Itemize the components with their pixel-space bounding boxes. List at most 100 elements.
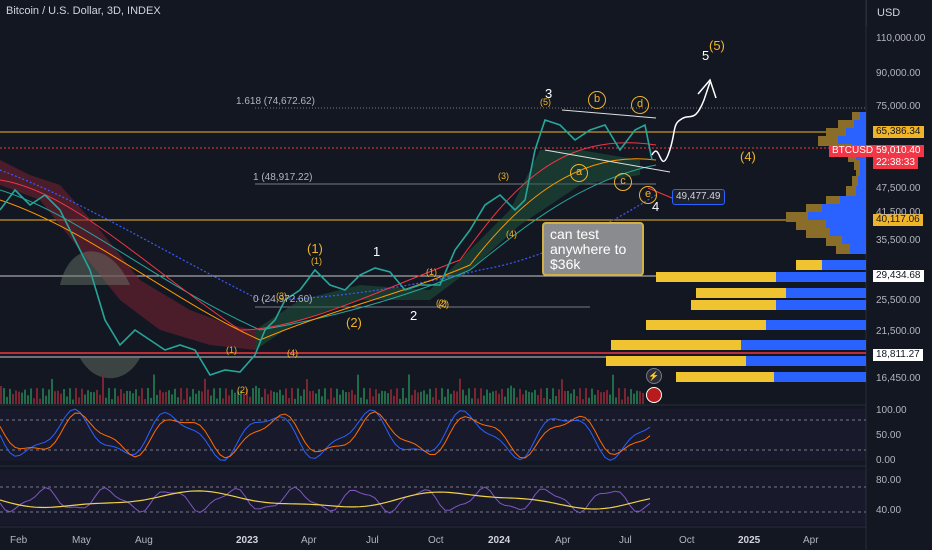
price-line bbox=[0, 118, 653, 376]
wave-label: (2) bbox=[438, 299, 449, 309]
price-tick: 90,000.00 bbox=[876, 68, 921, 79]
time-tick: May bbox=[72, 535, 91, 546]
volume-bar bbox=[369, 388, 371, 404]
wave-circle-d: d bbox=[631, 96, 649, 114]
symbol-title[interactable]: Bitcoin / U.S. Dollar, 3D, INDEX bbox=[6, 5, 161, 17]
wave-label: (1) bbox=[311, 256, 322, 266]
us-flag-icon[interactable] bbox=[646, 387, 662, 403]
volume-bar bbox=[171, 394, 173, 404]
volume-bar bbox=[471, 398, 473, 404]
volume-bar bbox=[123, 393, 125, 404]
volume-profile-bar bbox=[856, 186, 866, 196]
volume-bar bbox=[555, 395, 557, 404]
time-tick: 2025 bbox=[738, 535, 761, 546]
volume-bar bbox=[552, 388, 554, 404]
volume-bar bbox=[636, 390, 638, 404]
volume-profile-bar bbox=[826, 220, 866, 230]
lightning-icon[interactable]: ⚡ bbox=[646, 368, 662, 384]
ribbon-red bbox=[0, 160, 255, 350]
volume-bar bbox=[600, 392, 602, 404]
wave-label: 4 bbox=[652, 199, 660, 214]
volume-bar bbox=[291, 388, 293, 404]
volume-bar bbox=[354, 394, 356, 404]
wave-label: 2 bbox=[410, 308, 418, 323]
volume-bar bbox=[174, 388, 176, 404]
volume-bar bbox=[582, 399, 584, 404]
wave-label: (3) bbox=[498, 171, 509, 181]
volume-bar bbox=[408, 374, 410, 404]
volume-bar bbox=[495, 390, 497, 404]
volume-bar bbox=[513, 388, 515, 404]
ellipse-zone-lower bbox=[80, 358, 140, 379]
volume-bar bbox=[90, 391, 92, 404]
volume-bar bbox=[99, 394, 101, 404]
volume-profile-bar bbox=[836, 244, 850, 254]
time-tick: 2023 bbox=[236, 535, 259, 546]
volume-bar bbox=[27, 395, 29, 404]
volume-bar bbox=[501, 389, 503, 404]
volume-bar bbox=[360, 397, 362, 404]
currency-selector[interactable]: USD bbox=[866, 0, 932, 26]
ellipse-zone bbox=[60, 251, 130, 285]
volume-bar bbox=[465, 395, 467, 404]
volume-bar bbox=[444, 396, 446, 404]
volume-bar bbox=[459, 378, 461, 404]
volume-bar bbox=[606, 390, 608, 404]
volume-profile-bar bbox=[856, 168, 860, 178]
wave-label: (2) bbox=[237, 385, 248, 395]
volume-bar bbox=[384, 391, 386, 404]
ribbon-green bbox=[255, 150, 640, 350]
wave-circle-a: a bbox=[570, 164, 588, 182]
volume-bar bbox=[438, 399, 440, 404]
volume-bar bbox=[549, 399, 551, 404]
volume-bar bbox=[225, 388, 227, 404]
osc2-tick: 40.00 bbox=[876, 505, 902, 516]
volume-bar bbox=[327, 399, 329, 404]
wave-label: 1 bbox=[373, 244, 381, 259]
time-tick: Jul bbox=[619, 535, 632, 546]
volume-bar bbox=[519, 388, 521, 404]
volume-bar bbox=[39, 398, 41, 404]
volume-bar bbox=[120, 389, 122, 404]
volume-bar bbox=[159, 389, 161, 404]
volume-bar bbox=[261, 397, 263, 404]
volume-bar bbox=[507, 388, 509, 404]
volume-bar bbox=[21, 392, 23, 404]
time-tick: 2024 bbox=[488, 535, 511, 546]
volume-bar bbox=[30, 388, 32, 404]
volume-bar bbox=[393, 395, 395, 404]
volume-bar bbox=[75, 388, 77, 404]
volume-bar bbox=[231, 389, 233, 404]
volume-bar bbox=[288, 398, 290, 404]
volume-bar bbox=[258, 388, 260, 404]
price-tag-65386: 65,386.34 bbox=[873, 126, 924, 138]
volume-profile-bar bbox=[776, 272, 866, 282]
volume-bar bbox=[54, 391, 56, 404]
volume-bar bbox=[633, 393, 635, 404]
volume-profile-bar bbox=[858, 176, 866, 186]
volume-bar bbox=[399, 398, 401, 404]
volume-bar bbox=[342, 390, 344, 404]
volume-profile-bar bbox=[646, 320, 766, 330]
volume-bar bbox=[156, 394, 158, 404]
volume-bar bbox=[534, 389, 536, 404]
volume-bar bbox=[486, 389, 488, 404]
volume-bar bbox=[138, 396, 140, 404]
volume-bar bbox=[417, 392, 419, 404]
volume-bar bbox=[264, 388, 266, 404]
callout-note[interactable]: can test anywhere to $36k bbox=[542, 222, 644, 276]
volume-bar bbox=[561, 379, 563, 404]
volume-bar bbox=[450, 393, 452, 404]
volume-bar bbox=[348, 392, 350, 404]
projection-path bbox=[651, 81, 711, 163]
volume-bar bbox=[78, 397, 80, 404]
volume-profile-bar bbox=[691, 300, 776, 310]
volume-bar bbox=[108, 388, 110, 404]
volume-bar bbox=[576, 396, 578, 404]
volume-bar bbox=[510, 385, 512, 404]
wave-label: 3 bbox=[545, 86, 553, 101]
ma-blue-dotted bbox=[0, 169, 657, 301]
volume-bar bbox=[135, 389, 137, 404]
volume-bar bbox=[516, 397, 518, 404]
